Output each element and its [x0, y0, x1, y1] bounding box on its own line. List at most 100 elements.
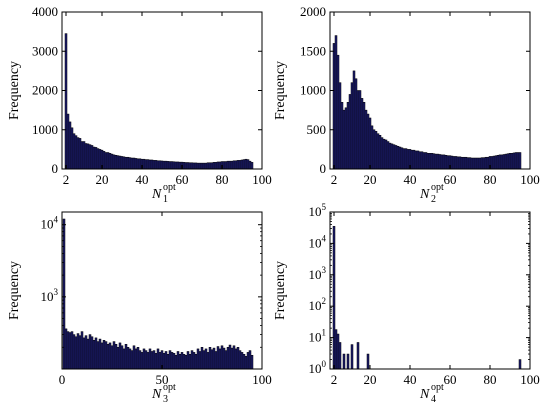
- bar: [500, 154, 504, 170]
- bar: [64, 328, 68, 370]
- bar: [350, 344, 354, 370]
- bar: [110, 153, 114, 170]
- bar: [478, 157, 482, 170]
- y-axis-label: Frequency: [7, 61, 22, 120]
- y-tick-label: 104: [41, 215, 59, 232]
- bar: [482, 157, 486, 170]
- bar: [166, 161, 170, 170]
- bar: [112, 154, 116, 170]
- bar: [480, 157, 484, 170]
- x-tick-label: 100: [520, 372, 540, 387]
- bar: [90, 336, 94, 370]
- bar: [208, 162, 212, 170]
- bar: [332, 226, 336, 370]
- bar: [190, 350, 194, 370]
- bar: [136, 158, 140, 170]
- x-tick-label: 20: [96, 172, 109, 187]
- x-tick-label: 80: [484, 372, 497, 387]
- bar: [162, 160, 166, 170]
- bar: [444, 155, 448, 170]
- bar: [424, 152, 428, 170]
- bar: [390, 143, 394, 170]
- x-tick-label: 100: [252, 372, 272, 387]
- bar: [184, 355, 188, 370]
- bar: [180, 352, 184, 370]
- bar: [432, 153, 436, 170]
- bar: [118, 342, 122, 370]
- bar: [442, 154, 446, 170]
- bar: [518, 359, 522, 370]
- bar: [194, 354, 198, 370]
- bar: [146, 352, 150, 370]
- bar: [142, 348, 146, 370]
- bar: [188, 354, 192, 370]
- bar: [76, 333, 80, 370]
- bar: [340, 102, 344, 170]
- bar: [336, 54, 340, 170]
- bar: [466, 157, 470, 170]
- bar: [240, 159, 244, 170]
- bar: [514, 152, 518, 170]
- bar: [96, 148, 100, 170]
- bar: [82, 141, 86, 170]
- bar: [74, 336, 78, 370]
- bar: [338, 82, 342, 170]
- y-tick-label: 1000: [32, 122, 58, 137]
- bar: [476, 157, 480, 170]
- bar: [472, 157, 476, 170]
- y-axis-label: Frequency: [273, 261, 288, 320]
- bar: [96, 341, 100, 370]
- bar: [248, 350, 252, 370]
- bar: [238, 350, 242, 370]
- bar: [170, 161, 174, 170]
- bar: [244, 356, 248, 370]
- bar: [94, 337, 98, 370]
- y-tick-label: 1000: [300, 83, 326, 98]
- bar: [78, 138, 82, 170]
- bar: [74, 135, 78, 170]
- bar: [150, 159, 154, 170]
- x-tick-label: 2: [63, 172, 70, 187]
- bar: [378, 135, 382, 170]
- bar: [124, 344, 128, 370]
- bar: [172, 353, 176, 370]
- bar: [454, 156, 458, 170]
- bar: [214, 351, 218, 370]
- bar: [156, 348, 160, 370]
- bar: [504, 153, 508, 170]
- bar: [342, 353, 346, 370]
- bar: [68, 332, 72, 370]
- bar: [418, 151, 422, 170]
- x-axis-label: N: [419, 187, 430, 202]
- bar: [126, 156, 130, 170]
- bar: [62, 218, 66, 370]
- bar: [222, 161, 226, 170]
- bar: [376, 133, 380, 170]
- bar: [236, 160, 240, 170]
- bar: [64, 33, 68, 170]
- bar: [232, 160, 236, 170]
- bar: [134, 348, 138, 370]
- bar: [200, 162, 204, 170]
- bar: [142, 158, 146, 170]
- x-tick-label: 40: [136, 172, 149, 187]
- bar: [224, 350, 228, 370]
- bar: [246, 159, 250, 170]
- bar: [372, 129, 376, 170]
- bar: [104, 341, 108, 370]
- x-axis-label-superscript: opt: [163, 382, 176, 393]
- x-tick-label: 0: [59, 372, 66, 387]
- bar: [70, 331, 74, 370]
- bar: [184, 162, 188, 170]
- bar: [86, 143, 90, 170]
- bar: [118, 155, 122, 170]
- x-tick-label: 2: [331, 372, 338, 387]
- x-tick-label: 60: [444, 172, 457, 187]
- bar: [88, 334, 92, 370]
- bar: [148, 348, 152, 370]
- bar: [412, 149, 416, 170]
- y-tick-label: 3000: [32, 43, 58, 58]
- y-tick-label: 103: [41, 287, 59, 304]
- bar: [84, 335, 88, 370]
- bar: [114, 155, 118, 170]
